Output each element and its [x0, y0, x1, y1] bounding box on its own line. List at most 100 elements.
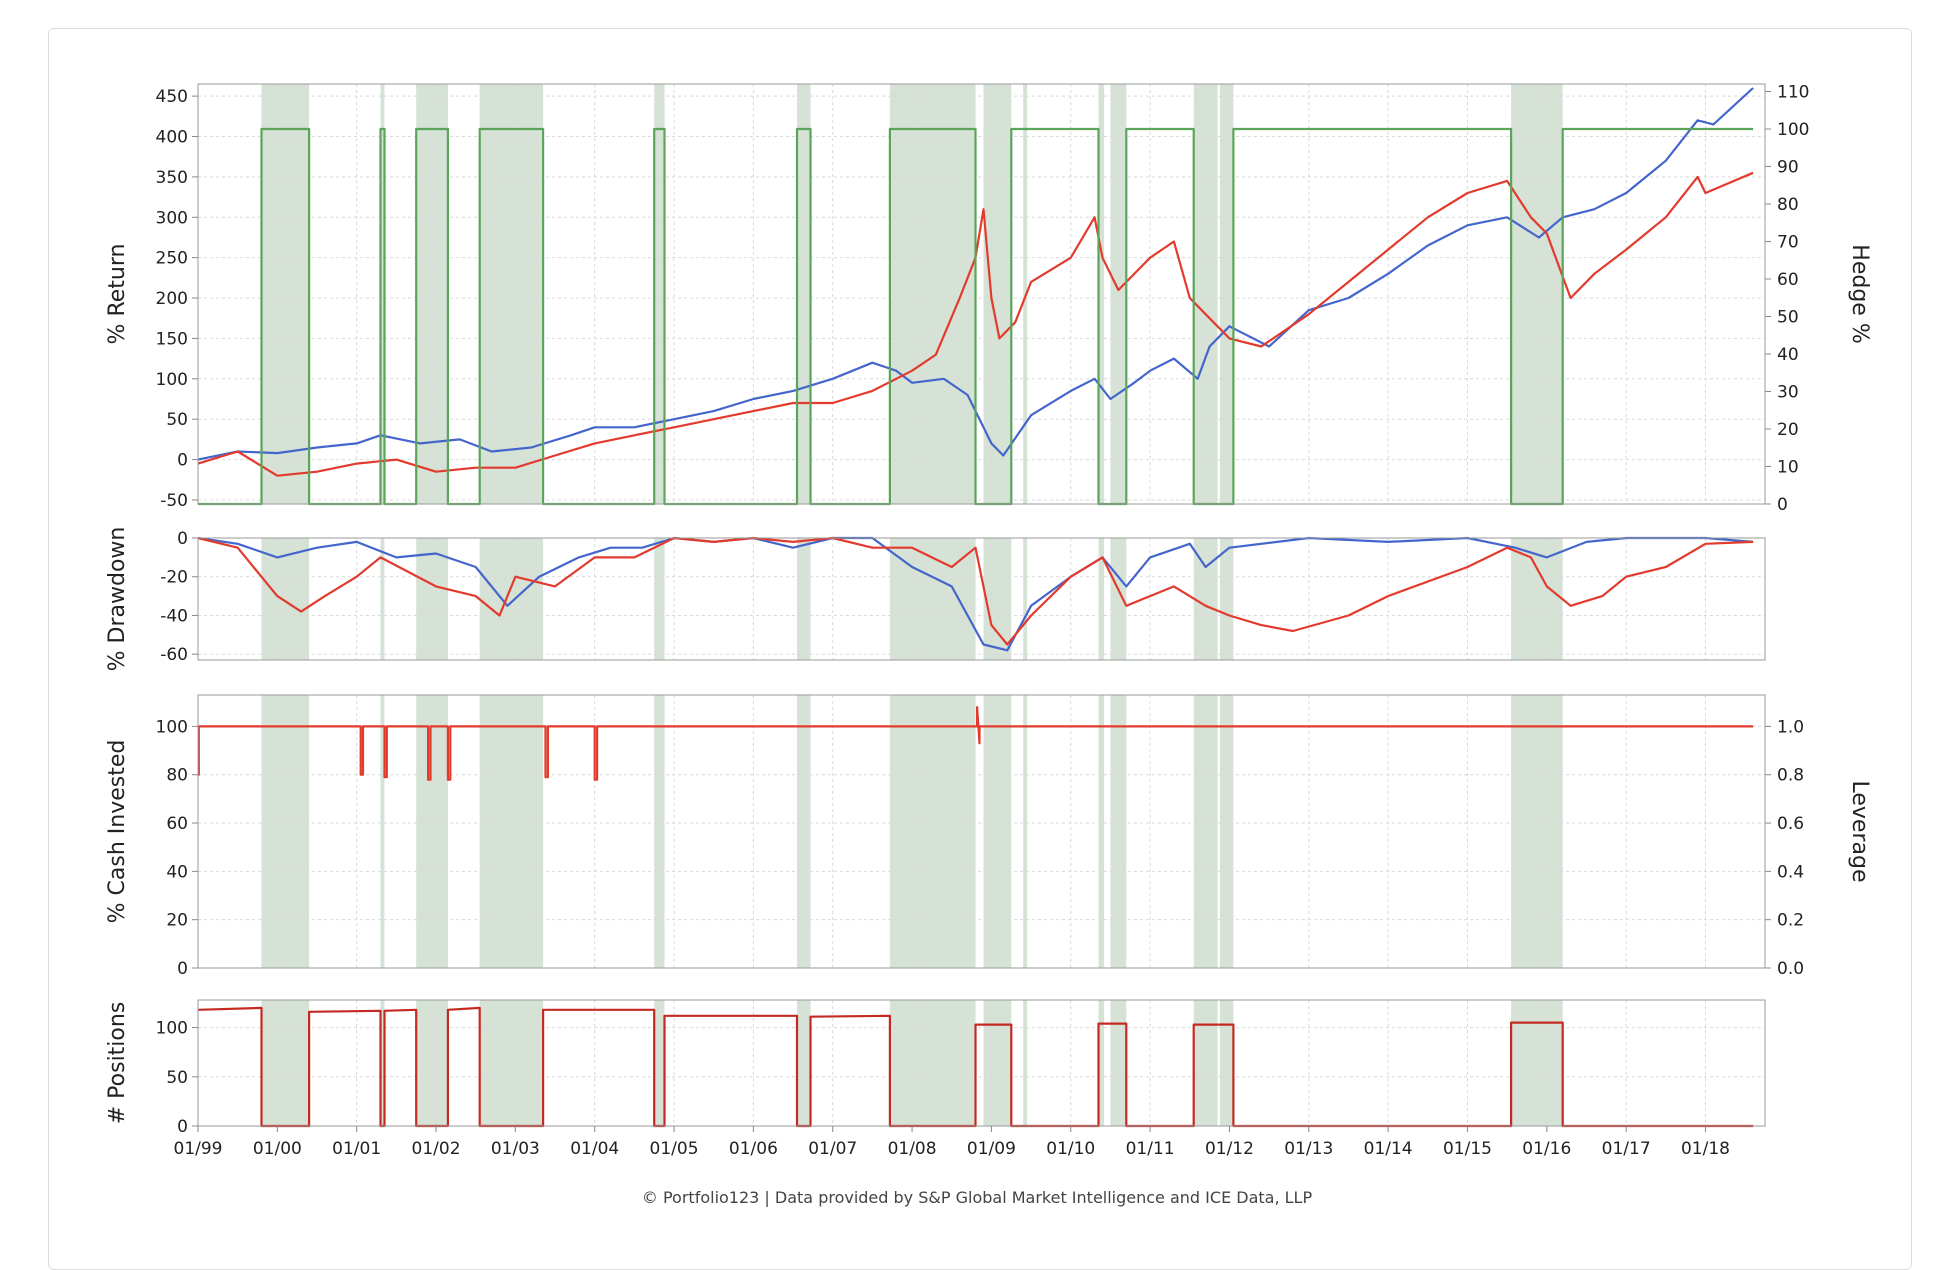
x-tick-label: 01/04 — [570, 1139, 619, 1159]
x-tick-label: 01/99 — [174, 1139, 223, 1159]
x-tick-label: 01/15 — [1443, 1139, 1492, 1159]
shaded-period — [380, 695, 385, 968]
x-tick-label: 01/06 — [729, 1139, 778, 1159]
shaded-period — [654, 84, 665, 504]
panel-1: -50 0 50 100 150 200 250 300 350 400 450 0 10 20 30 40 5… — [105, 83, 1872, 516]
shaded-period — [1219, 538, 1234, 660]
x-tick-label: 01/14 — [1364, 1139, 1413, 1159]
shaded-period — [261, 84, 310, 504]
shaded-period — [1219, 695, 1234, 968]
x-tick-label: 01/17 — [1602, 1139, 1651, 1159]
y-tick-label: 50 — [166, 410, 188, 430]
y2-tick-label: 20 — [1777, 420, 1799, 440]
y-tick-label: 0 — [177, 1117, 188, 1137]
y-tick-label: 0 — [177, 451, 188, 471]
shaded-period — [1110, 538, 1127, 660]
shaded-period — [889, 84, 976, 504]
shaded-period — [797, 1000, 811, 1126]
shaded-period — [1511, 538, 1563, 660]
y-tick-label: 400 — [156, 128, 188, 148]
shaded-period — [1098, 695, 1105, 968]
series-line-red — [197, 536, 1754, 646]
shaded-period — [1193, 695, 1218, 968]
shaded-period — [261, 1000, 310, 1126]
x-tick-label: 01/01 — [332, 1139, 381, 1159]
data-credit: © Portfolio123 | Data provided by S&P Gl… — [641, 1188, 1313, 1207]
y-tick-label: 350 — [156, 168, 188, 188]
x-tick-label: 01/00 — [253, 1139, 302, 1159]
y-tick-label: 150 — [156, 329, 188, 349]
x-tick-label: 01/12 — [1205, 1139, 1254, 1159]
y-tick-label: 200 — [156, 289, 188, 309]
shaded-period — [654, 1000, 665, 1126]
y-axis-title: % Return — [105, 244, 130, 345]
shaded-period — [1098, 84, 1105, 504]
shaded-period — [1193, 84, 1218, 504]
y-axis-title: % Drawdown — [105, 527, 130, 672]
shaded-period — [380, 538, 385, 660]
y2-tick-label: 30 — [1777, 383, 1799, 403]
y2-tick-label: 80 — [1777, 195, 1799, 215]
y-tick-label: 50 — [166, 1068, 188, 1088]
x-tick-label: 01/07 — [808, 1139, 857, 1159]
shaded-period — [479, 84, 544, 504]
shaded-period — [1219, 84, 1234, 504]
shaded-period — [1511, 695, 1563, 968]
y2-tick-label: 100 — [1777, 120, 1809, 140]
plot-frame — [197, 83, 1766, 505]
shaded-period — [1511, 84, 1563, 504]
shaded-period — [1193, 1000, 1218, 1126]
y2-tick-label: 0.8 — [1777, 766, 1804, 786]
y2-tick-label: 50 — [1777, 308, 1799, 328]
shaded-period — [797, 695, 811, 968]
shaded-period — [479, 538, 544, 660]
shaded-period — [416, 695, 448, 968]
shaded-period — [1023, 1000, 1028, 1126]
shaded-period — [261, 538, 310, 660]
shaded-period — [983, 84, 1012, 504]
y-tick-label: 100 — [156, 1019, 188, 1039]
shaded-period — [654, 695, 665, 968]
y2-axis-title: Hedge % — [1847, 244, 1872, 343]
x-tick-label: 01/05 — [650, 1139, 699, 1159]
y-tick-label: 250 — [156, 249, 188, 269]
panel-2: -60 -40 -20 0 % Drawdown — [105, 527, 1766, 672]
plot-frame — [197, 537, 1766, 661]
y2-tick-label: 0.6 — [1777, 814, 1804, 834]
shaded-period — [261, 695, 310, 968]
backtest-chart: -500501001502002503003504004500102030405… — [105, 83, 1872, 1160]
y2-tick-label: 0.4 — [1777, 862, 1804, 882]
y2-tick-label: 1.0 — [1777, 717, 1804, 737]
y2-tick-label: 0.0 — [1777, 959, 1804, 979]
y2-tick-label: 10 — [1777, 458, 1799, 478]
y-tick-label: 100 — [156, 370, 188, 390]
y2-tick-label: 110 — [1777, 83, 1809, 103]
y-tick-label: 450 — [156, 87, 188, 107]
y2-axis-title: Leverage — [1847, 781, 1872, 883]
shaded-period — [479, 695, 544, 968]
plot-frame — [197, 999, 1766, 1127]
y-tick-label: 80 — [166, 766, 188, 786]
y-tick-label: -40 — [160, 606, 188, 626]
x-tick-label: 01/18 — [1681, 1139, 1730, 1159]
y2-tick-label: 0.2 — [1777, 911, 1804, 931]
shaded-period — [983, 538, 1012, 660]
y-tick-label: -60 — [160, 645, 188, 665]
y-tick-label: 100 — [156, 717, 188, 737]
y2-tick-label: 70 — [1777, 233, 1799, 253]
series-line-darkred — [197, 1006, 1754, 1128]
x-tick-label: 01/16 — [1522, 1139, 1571, 1159]
y-tick-label: 300 — [156, 208, 188, 228]
shaded-period — [1511, 1000, 1563, 1126]
plot-frame — [197, 694, 1766, 969]
y-tick-label: 0 — [177, 529, 188, 549]
x-tick-label: 01/13 — [1284, 1139, 1333, 1159]
shaded-period — [889, 1000, 976, 1126]
x-tick-label: 01/02 — [412, 1139, 461, 1159]
shaded-period — [654, 538, 665, 660]
series-line-green — [198, 127, 1754, 506]
shaded-period — [1110, 1000, 1127, 1126]
shaded-period — [1110, 695, 1127, 968]
series-line-red — [197, 705, 1754, 781]
y2-tick-label: 90 — [1777, 158, 1799, 178]
